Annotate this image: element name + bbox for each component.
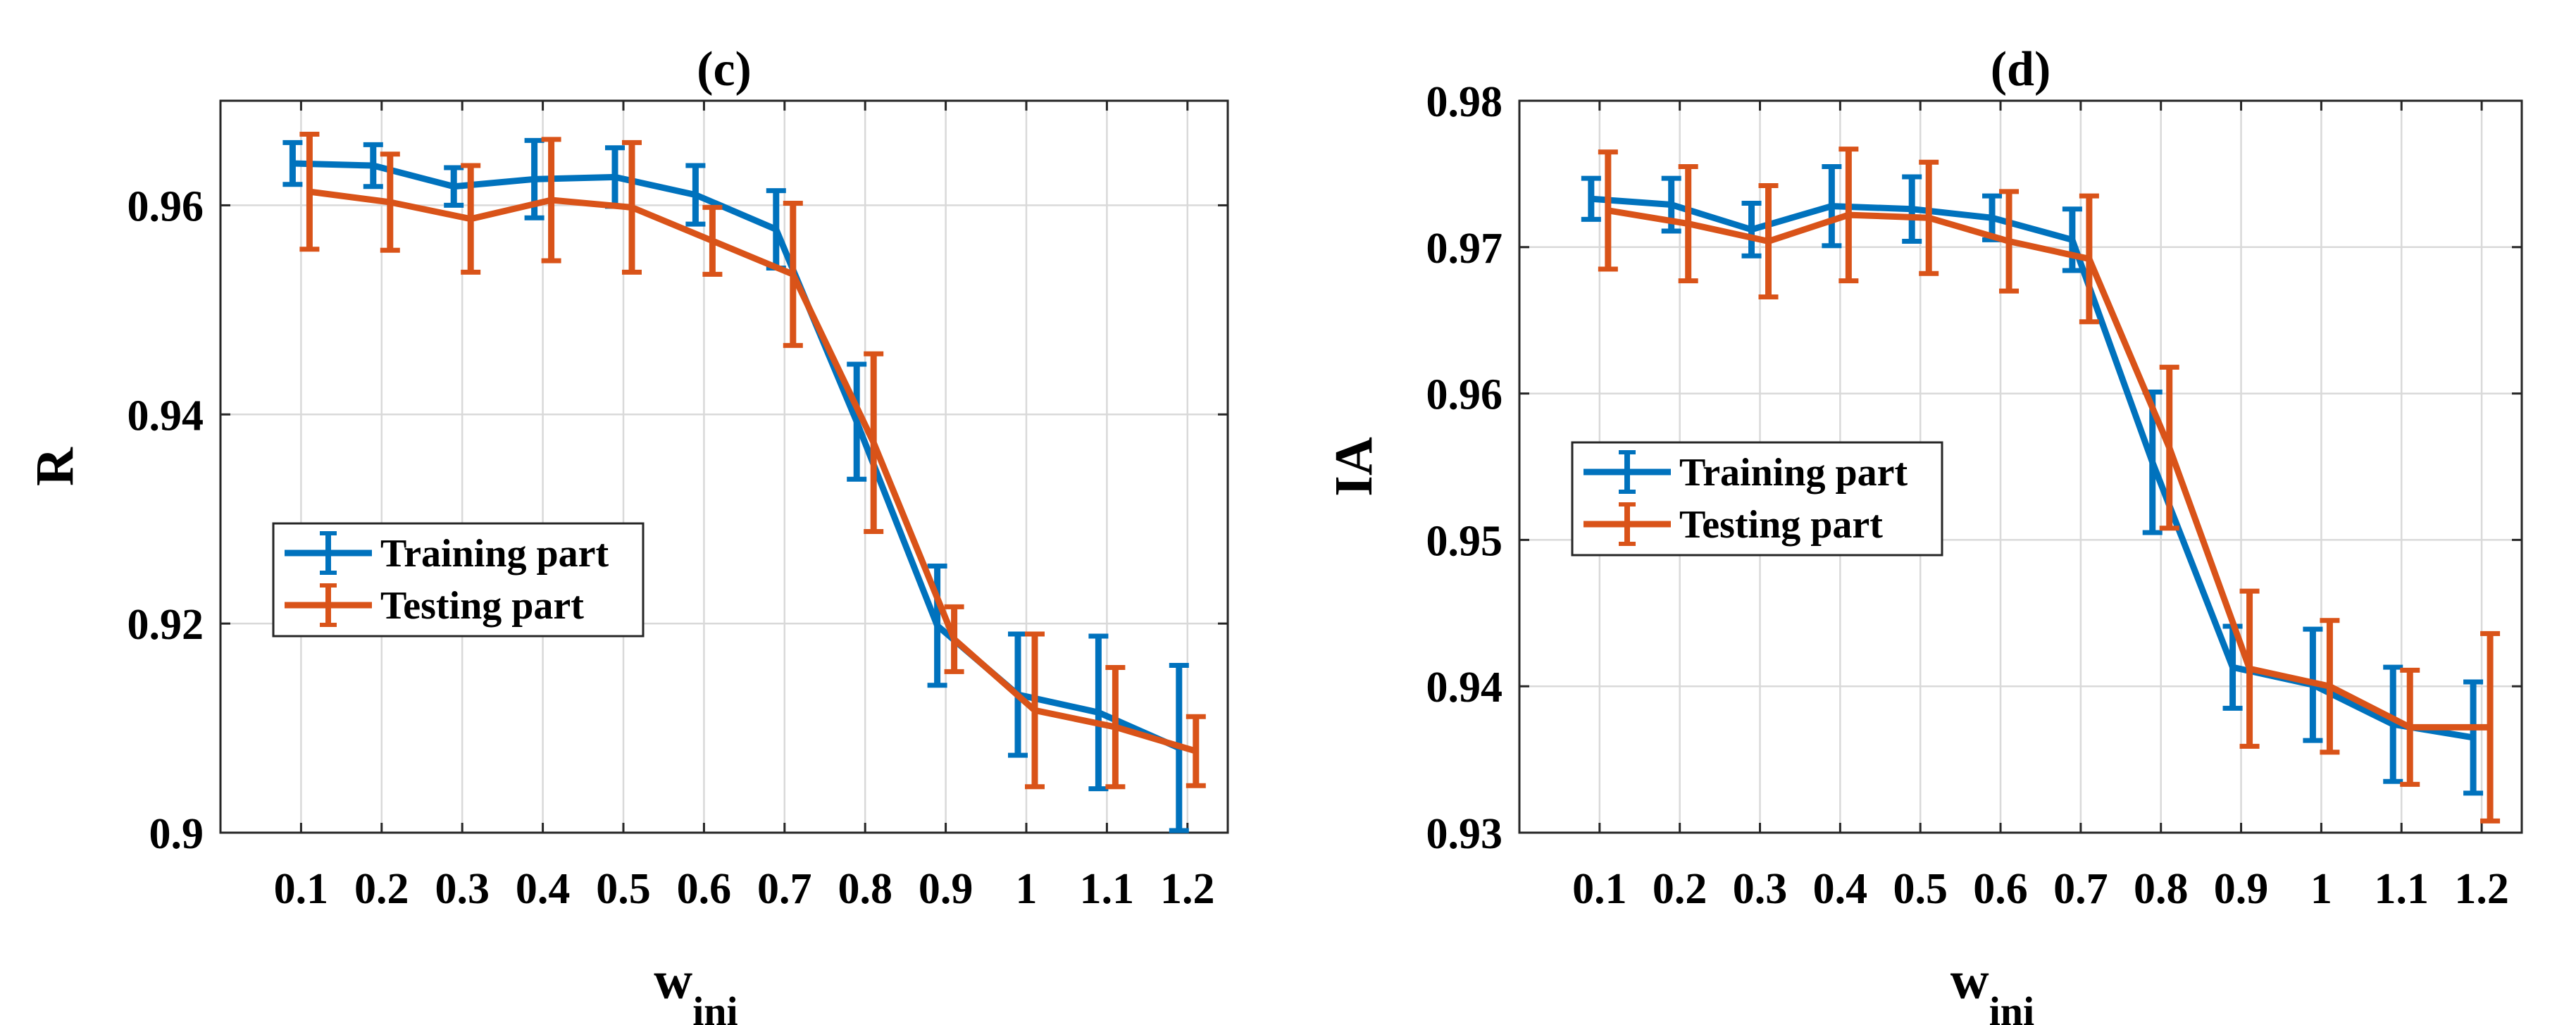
panel-c-xtick-label-10: 1.1 xyxy=(1080,865,1135,913)
panel-c-chart-title: (c) xyxy=(697,42,752,97)
panel-c-xtick-label-1: 0.2 xyxy=(354,865,409,913)
chart-panel-d: 0.1 0.2 0.3 0.4 0.5 0.6 0.7 0.8 0.9 1 1.1 1.2 0.93 0.… xyxy=(1324,42,2523,1025)
chart-panel-c: 0.1 0.2 0.3 0.4 0.5 0.6 0.7 0.8 0.9 1 1.1 1.2 0.9 0.9… xyxy=(25,42,1229,1025)
panel-c-plot-frame xyxy=(219,99,1229,834)
panel-d-ytick-label-3: 0.96 xyxy=(1426,371,1503,419)
panel-c-x-axis-label-sub: ini xyxy=(692,988,738,1025)
panel-d-xtick-label-2: 0.3 xyxy=(1733,865,1788,913)
panel-c-series-0-line xyxy=(292,160,1181,751)
panel-d-xtick-label-4: 0.5 xyxy=(1893,865,1948,913)
panel-d-xtick-label-10: 1.1 xyxy=(2374,865,2429,913)
panel-c-xtick-label-4: 0.5 xyxy=(596,865,651,913)
panel-d-xtick-label-5: 0.6 xyxy=(1973,865,2028,913)
panel-c-xtick-label-7: 0.8 xyxy=(838,865,892,913)
panel-d-xtick-label-11: 1.2 xyxy=(2454,865,2509,913)
panel-d-series-0-line xyxy=(1591,195,2474,741)
panel-c-xtick-label-3: 0.4 xyxy=(516,865,571,913)
panel-c-x-axis-label-main: w xyxy=(654,951,692,1010)
panel-c-series-1-line xyxy=(309,188,1197,754)
panel-c-legend-box xyxy=(272,522,645,638)
panel-d-xtick-label-6: 0.7 xyxy=(2053,865,2108,913)
panel-c-y-axis-label: R xyxy=(25,447,85,486)
panel-d-ytick-label-0: 0.93 xyxy=(1426,810,1503,858)
panel-d-legend-label-1: Testing part xyxy=(1679,503,1883,547)
panel-d-xtick-label-1: 0.2 xyxy=(1653,865,1707,913)
panel-d-ytick-label-1: 0.94 xyxy=(1426,664,1503,712)
panel-c-ytick-label-1: 0.92 xyxy=(127,601,204,649)
panel-d-x-axis-label-main: w xyxy=(1950,951,1989,1010)
panel-d-ytick-label-5: 0.98 xyxy=(1426,78,1503,126)
panel-c-ytick-label-0: 0.9 xyxy=(149,810,204,858)
panel-c-legend-label-0: Training part xyxy=(380,532,609,576)
panel-d-legend-label-0: Training part xyxy=(1679,451,1908,495)
panel-c-xtick-label-6: 0.7 xyxy=(757,865,812,913)
panel-c-xtick-label-5: 0.6 xyxy=(677,865,732,913)
panel-d-legend-box xyxy=(1571,441,1943,557)
panel-d-ytick-label-2: 0.95 xyxy=(1426,517,1503,565)
panel-d-xtick-label-8: 0.9 xyxy=(2214,865,2269,913)
panel-c-xtick-label-0: 0.1 xyxy=(274,865,329,913)
panel-d-xtick-label-3: 0.4 xyxy=(1813,865,1868,913)
panel-d-series-1-line xyxy=(1607,207,2491,731)
panel-c-xtick-label-11: 1.2 xyxy=(1160,865,1215,913)
panel-c-ytick-label-3: 0.96 xyxy=(127,182,204,230)
panel-c-x-axis-label: wini xyxy=(654,951,738,1025)
panel-d-xtick-label-9: 1 xyxy=(2310,865,2332,913)
panel-d-xtick-label-7: 0.8 xyxy=(2134,865,2189,913)
panel-d-ytick-label-4: 0.97 xyxy=(1426,225,1503,273)
panel-c-xtick-label-8: 0.9 xyxy=(919,865,973,913)
panel-d-x-axis-label-sub: ini xyxy=(1989,988,2035,1025)
panel-d-xtick-label-0: 0.1 xyxy=(1572,865,1627,913)
panel-d-x-axis-label: wini xyxy=(1950,951,2034,1025)
panel-d-y-axis-label: IA xyxy=(1324,437,1383,497)
panel-d-plot-frame xyxy=(1518,99,2523,834)
panel-c-legend-label-1: Testing part xyxy=(380,584,584,628)
panel-c-xtick-label-2: 0.3 xyxy=(435,865,490,913)
panel-d-chart-title: (d) xyxy=(1991,42,2051,97)
panel-c-xtick-label-9: 1 xyxy=(1016,865,1038,913)
panel-c-ytick-label-2: 0.94 xyxy=(127,392,204,440)
